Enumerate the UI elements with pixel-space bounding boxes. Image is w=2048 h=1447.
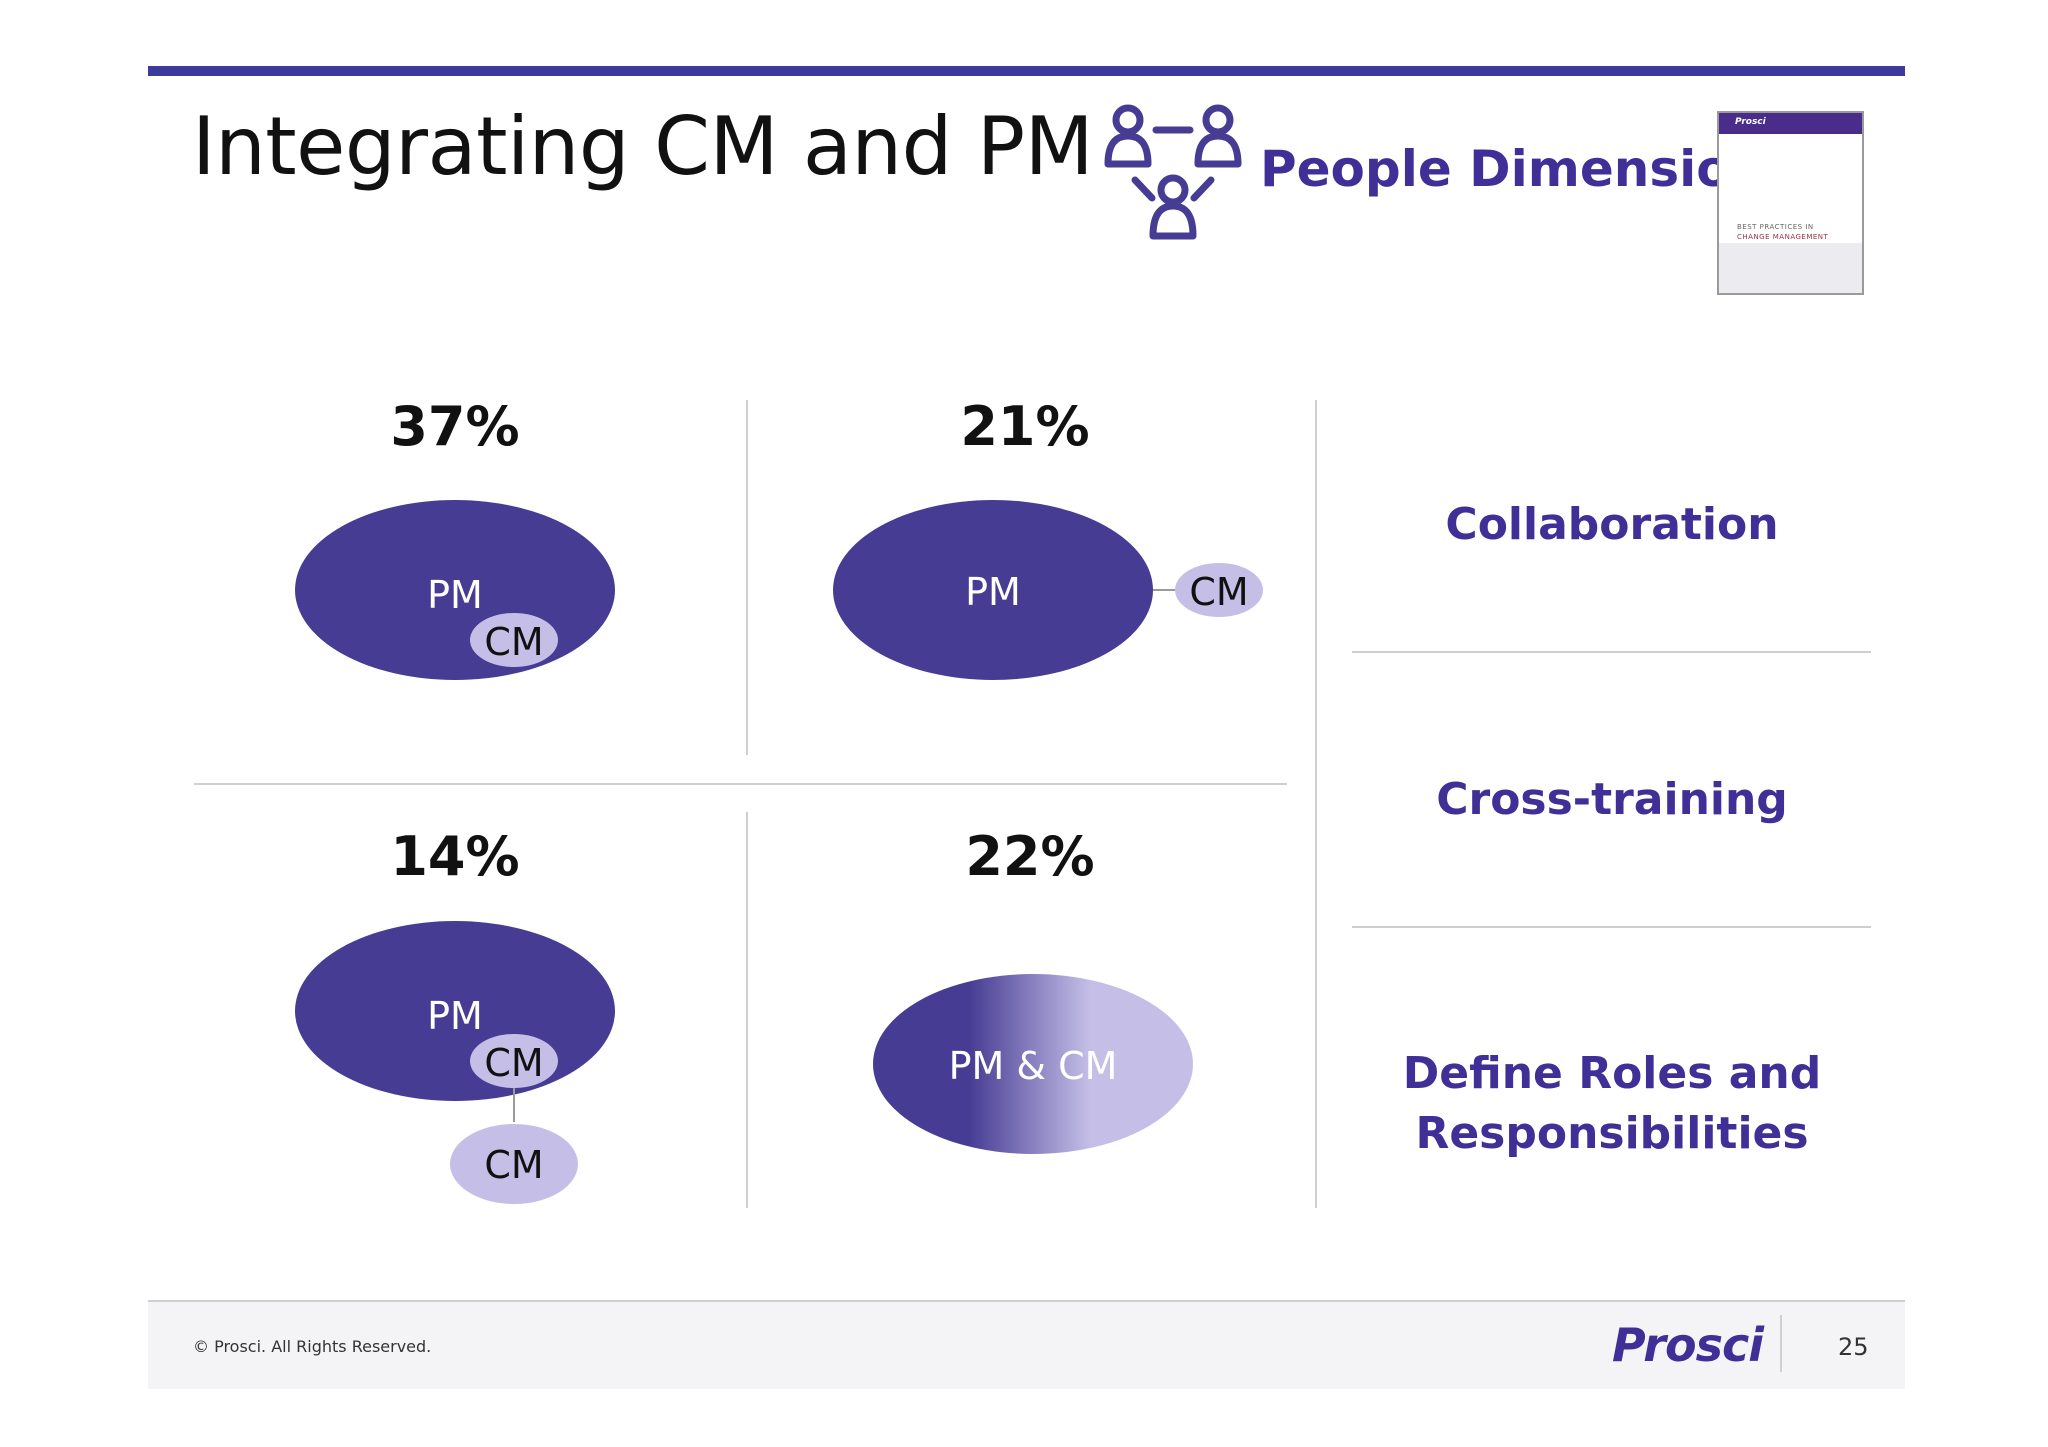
quadrant-4-diagram: PM & CM (873, 974, 1193, 1154)
cm-inner-label: CM (484, 1041, 543, 1085)
cm-outer-label: CM (484, 1143, 543, 1187)
cm-label: CM (1189, 570, 1248, 614)
cm-ellipse (1175, 563, 1263, 617)
pm-cm-label: PM & CM (949, 1044, 1118, 1088)
copyright-text: © Prosci. All Rights Reserved. (193, 1337, 432, 1356)
quadrant-1-diagram: PM CM (295, 500, 615, 680)
cm-label: CM (484, 620, 543, 664)
top-rule (148, 66, 1905, 76)
footer-divider (1780, 1315, 1782, 1372)
report-header-bar (1719, 113, 1862, 134)
divider-vertical-right (1315, 400, 1317, 1208)
page-number: 25 (1838, 1333, 1869, 1361)
right-label-cross-training: Cross-training (1436, 774, 1788, 825)
percent-quadrant-2: 21% (960, 395, 1090, 458)
report-cover-thumbnail: Prosci BEST PRACTICES IN CHANGE MANAGEME… (1717, 111, 1864, 295)
prosci-logo: Prosci (1612, 1318, 1764, 1372)
divider-horizontal-right-2 (1352, 926, 1871, 928)
cm-outer-ellipse (450, 1124, 578, 1204)
pm-label: PM (965, 570, 1021, 614)
people-dimension-label: People Dimension (1260, 140, 1767, 198)
report-title-line1: BEST PRACTICES IN (1737, 223, 1814, 231)
divider-horizontal-left (194, 783, 1287, 785)
cm-inner-ellipse (470, 1034, 558, 1088)
quadrant-3-diagram: PM CM CM (295, 921, 615, 1204)
cm-ellipse (470, 613, 558, 667)
percent-quadrant-3: 14% (390, 825, 520, 888)
pm-label: PM (427, 573, 483, 617)
divider-vertical-top (746, 400, 748, 755)
divider-vertical-bottom (746, 812, 748, 1208)
percent-quadrant-4: 22% (965, 825, 1095, 888)
percent-quadrant-1: 37% (390, 395, 520, 458)
divider-horizontal-right-1 (1352, 651, 1871, 653)
pm-label: PM (427, 994, 483, 1038)
pm-ellipse (833, 500, 1153, 680)
right-label-define-roles-line1: Define Roles and (1402, 1048, 1822, 1099)
pm-cm-combined-ellipse (873, 974, 1193, 1154)
report-footer-band (1719, 243, 1862, 293)
right-label-define-roles: Define Roles and Responsibilities (1352, 1044, 1872, 1164)
quadrant-2-diagram: PM CM (833, 500, 1263, 680)
report-brand: Prosci (1735, 117, 1766, 127)
footer-band (148, 1300, 1905, 1389)
people-network-icon (1104, 104, 1242, 240)
right-label-collaboration: Collaboration (1445, 499, 1779, 550)
report-title-line2: CHANGE MANAGEMENT (1737, 233, 1829, 241)
right-label-define-roles-line2: Responsibilities (1415, 1108, 1809, 1159)
page-title: Integrating CM and PM (192, 100, 1094, 193)
